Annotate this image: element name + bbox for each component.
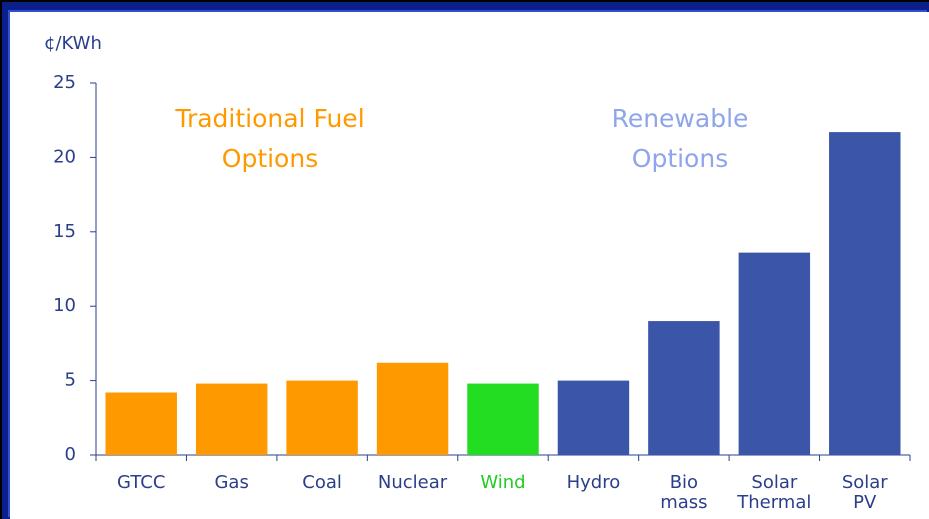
- x-tick-label: Solar Thermal: [737, 472, 812, 513]
- bar: [105, 392, 177, 455]
- x-tick-label: Coal: [302, 472, 342, 493]
- x-tick-label: Wind: [480, 472, 526, 493]
- bar: [467, 383, 539, 455]
- bar: [829, 132, 901, 455]
- x-tick-label: Bio mass: [660, 472, 708, 513]
- y-tick-label: 0: [65, 444, 76, 465]
- x-tick-label: Gas: [214, 472, 249, 493]
- annotation: Renewable: [612, 104, 749, 133]
- annotation: Options: [222, 144, 318, 173]
- bar: [376, 362, 449, 455]
- bar: [286, 380, 358, 455]
- y-tick-label: 25: [53, 72, 76, 93]
- x-tick-label: Solar PV: [841, 472, 888, 513]
- bar: [557, 380, 630, 455]
- annotation: Options: [632, 144, 728, 173]
- x-tick-label: Nuclear: [377, 472, 448, 493]
- bar: [648, 321, 720, 455]
- y-unit-label: ¢/KWh: [44, 33, 102, 54]
- y-tick-label: 15: [53, 221, 76, 242]
- bar: [195, 383, 268, 455]
- y-tick-label: 20: [53, 146, 76, 167]
- x-tick-label: Hydro: [566, 472, 621, 493]
- y-tick-label: 5: [65, 370, 76, 391]
- x-tick-label: GTCC: [117, 472, 166, 493]
- annotation: Traditional Fuel: [174, 104, 364, 133]
- y-tick-label: 10: [53, 295, 76, 316]
- bar: [738, 252, 811, 455]
